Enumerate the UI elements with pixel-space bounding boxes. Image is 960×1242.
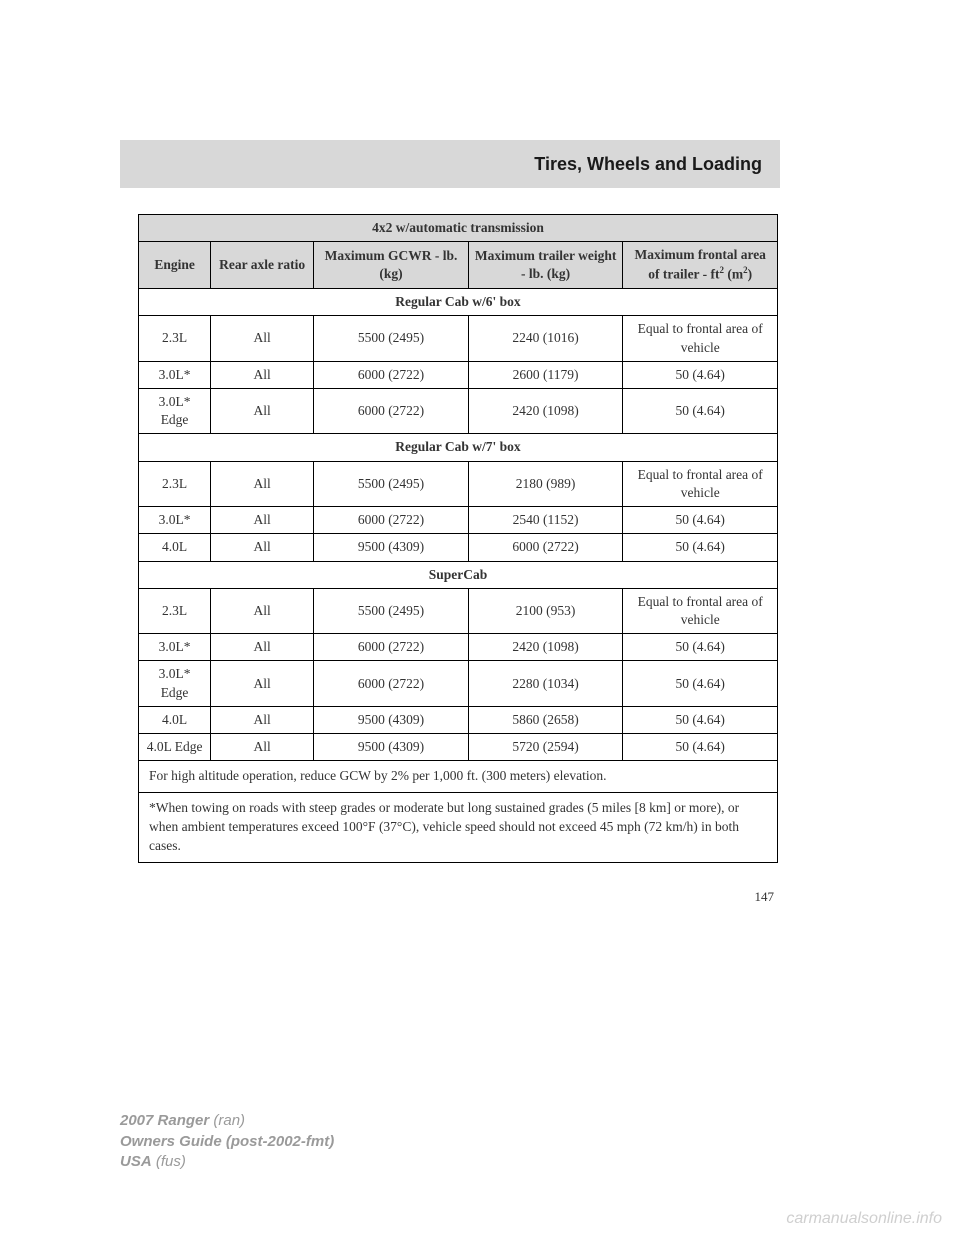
cell-ratio: All <box>211 588 314 633</box>
cell-frontal: 50 (4.64) <box>623 734 778 761</box>
cell-ratio: All <box>211 734 314 761</box>
cell-engine: 3.0L* <box>139 361 211 388</box>
header-bar: Tires, Wheels and Loading <box>120 140 780 188</box>
table-row: 2.3LAll5500 (2495)2240 (1016)Equal to fr… <box>139 316 778 361</box>
cell-trailer: 2420 (1098) <box>468 389 623 434</box>
col-header-trailer: Maximum trailer weight - lb. (kg) <box>468 242 623 289</box>
cell-ratio: All <box>211 534 314 561</box>
table-title: 4x2 w/automatic transmission <box>139 215 778 242</box>
footer-line-1: 2007 Ranger (ran) <box>120 1111 334 1131</box>
cell-engine: 2.3L <box>139 588 211 633</box>
cell-trailer: 6000 (2722) <box>468 534 623 561</box>
cell-frontal: 50 (4.64) <box>623 389 778 434</box>
table-row: 4.0LAll9500 (4309)6000 (2722)50 (4.64) <box>139 534 778 561</box>
cell-frontal: 50 (4.64) <box>623 634 778 661</box>
section-heading: Regular Cab w/6' box <box>139 289 778 316</box>
cell-gcwr: 5500 (2495) <box>314 461 469 506</box>
cell-ratio: All <box>211 389 314 434</box>
footnote-row: *When towing on roads with steep grades … <box>139 793 778 863</box>
table-title-row: 4x2 w/automatic transmission <box>139 215 778 242</box>
cell-ratio: All <box>211 634 314 661</box>
section-heading: SuperCab <box>139 561 778 588</box>
footer-line-3: USA (fus) <box>120 1152 334 1172</box>
cell-engine: 3.0L* <box>139 507 211 534</box>
footnote-text: *When towing on roads with steep grades … <box>139 793 778 863</box>
cell-ratio: All <box>211 706 314 733</box>
cell-frontal: 50 (4.64) <box>623 361 778 388</box>
section-heading-row: SuperCab <box>139 561 778 588</box>
cell-frontal: Equal to frontal area of vehicle <box>623 588 778 633</box>
cell-ratio: All <box>211 507 314 534</box>
page-number: 147 <box>120 889 774 905</box>
col-header-engine: Engine <box>139 242 211 289</box>
table-row: 4.0LAll9500 (4309)5860 (2658)50 (4.64) <box>139 706 778 733</box>
section-heading-row: Regular Cab w/7' box <box>139 434 778 461</box>
table-row: 3.0L*All6000 (2722)2540 (1152)50 (4.64) <box>139 507 778 534</box>
cell-gcwr: 6000 (2722) <box>314 634 469 661</box>
cell-gcwr: 9500 (4309) <box>314 706 469 733</box>
cell-engine: 2.3L <box>139 461 211 506</box>
cell-gcwr: 6000 (2722) <box>314 361 469 388</box>
cell-frontal: Equal to frontal area of vehicle <box>623 316 778 361</box>
col-header-frontal: Maximum frontal area of trailer - ft2 (m… <box>623 242 778 289</box>
cell-ratio: All <box>211 461 314 506</box>
cell-trailer: 5860 (2658) <box>468 706 623 733</box>
cell-frontal: Equal to frontal area of vehicle <box>623 461 778 506</box>
table-row: 3.0L* EdgeAll6000 (2722)2280 (1034)50 (4… <box>139 661 778 706</box>
table-row: 3.0L*All6000 (2722)2420 (1098)50 (4.64) <box>139 634 778 661</box>
cell-trailer: 2280 (1034) <box>468 661 623 706</box>
cell-engine: 4.0L Edge <box>139 734 211 761</box>
table-row: 3.0L*All6000 (2722)2600 (1179)50 (4.64) <box>139 361 778 388</box>
footer-line-2: Owners Guide (post-2002-fmt) <box>120 1132 334 1152</box>
table-row: 2.3LAll5500 (2495)2100 (953)Equal to fro… <box>139 588 778 633</box>
cell-trailer: 2100 (953) <box>468 588 623 633</box>
cell-gcwr: 9500 (4309) <box>314 734 469 761</box>
cell-engine: 4.0L <box>139 534 211 561</box>
table-row: 2.3LAll5500 (2495)2180 (989)Equal to fro… <box>139 461 778 506</box>
cell-frontal: 50 (4.64) <box>623 534 778 561</box>
document-footer: 2007 Ranger (ran) Owners Guide (post-200… <box>120 1111 334 1172</box>
cell-trailer: 5720 (2594) <box>468 734 623 761</box>
cell-engine: 2.3L <box>139 316 211 361</box>
cell-engine: 3.0L* <box>139 634 211 661</box>
cell-ratio: All <box>211 361 314 388</box>
cell-trailer: 2600 (1179) <box>468 361 623 388</box>
footnote-text: For high altitude operation, reduce GCW … <box>139 761 778 793</box>
cell-engine: 4.0L <box>139 706 211 733</box>
cell-gcwr: 6000 (2722) <box>314 507 469 534</box>
table-header-row: Engine Rear axle ratio Maximum GCWR - lb… <box>139 242 778 289</box>
table-row: 3.0L* EdgeAll6000 (2722)2420 (1098)50 (4… <box>139 389 778 434</box>
cell-frontal: 50 (4.64) <box>623 661 778 706</box>
cell-ratio: All <box>211 661 314 706</box>
cell-trailer: 2540 (1152) <box>468 507 623 534</box>
section-heading: Regular Cab w/7' box <box>139 434 778 461</box>
cell-trailer: 2240 (1016) <box>468 316 623 361</box>
page-content: Tires, Wheels and Loading 4x2 w/automati… <box>120 140 780 905</box>
col-header-ratio: Rear axle ratio <box>211 242 314 289</box>
col-header-gcwr: Maximum GCWR - lb. (kg) <box>314 242 469 289</box>
cell-ratio: All <box>211 316 314 361</box>
cell-frontal: 50 (4.64) <box>623 706 778 733</box>
cell-engine: 3.0L* Edge <box>139 661 211 706</box>
cell-engine: 3.0L* Edge <box>139 389 211 434</box>
watermark: carmanualsonline.info <box>786 1210 942 1228</box>
towing-capacity-table: 4x2 w/automatic transmission Engine Rear… <box>138 214 778 863</box>
cell-gcwr: 5500 (2495) <box>314 588 469 633</box>
footnote-row: For high altitude operation, reduce GCW … <box>139 761 778 793</box>
cell-gcwr: 5500 (2495) <box>314 316 469 361</box>
cell-gcwr: 9500 (4309) <box>314 534 469 561</box>
cell-trailer: 2180 (989) <box>468 461 623 506</box>
section-title: Tires, Wheels and Loading <box>534 154 762 175</box>
cell-frontal: 50 (4.64) <box>623 507 778 534</box>
section-heading-row: Regular Cab w/6' box <box>139 289 778 316</box>
table-row: 4.0L EdgeAll9500 (4309)5720 (2594)50 (4.… <box>139 734 778 761</box>
cell-trailer: 2420 (1098) <box>468 634 623 661</box>
cell-gcwr: 6000 (2722) <box>314 389 469 434</box>
cell-gcwr: 6000 (2722) <box>314 661 469 706</box>
table-body: Regular Cab w/6' box2.3LAll5500 (2495)22… <box>139 289 778 863</box>
